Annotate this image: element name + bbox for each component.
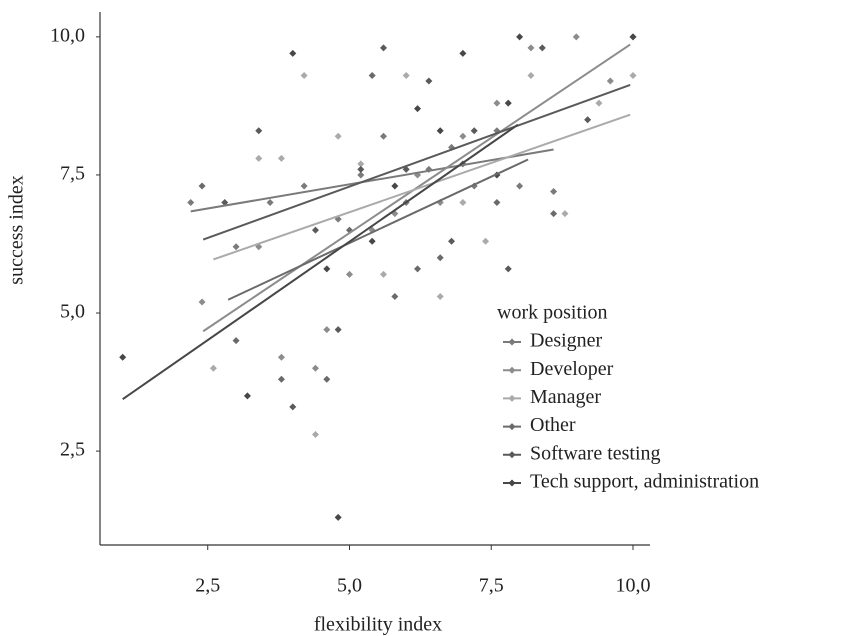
point: [527, 44, 535, 52]
point: [436, 292, 444, 300]
point: [402, 72, 410, 80]
point: [538, 44, 546, 52]
point: [232, 337, 240, 345]
point: [391, 182, 399, 190]
point: [493, 199, 501, 207]
point: [209, 364, 217, 372]
point: [380, 132, 388, 140]
x-tick-label: 5,0: [337, 575, 362, 597]
x-tick-label: 7,5: [479, 575, 504, 597]
trend-line: [190, 148, 554, 213]
point: [311, 226, 319, 234]
point: [470, 127, 478, 135]
point: [414, 265, 422, 273]
point: [391, 292, 399, 300]
point: [334, 513, 342, 521]
point: [606, 77, 614, 85]
trend-line: [122, 123, 519, 401]
point: [334, 326, 342, 334]
legend-marker: [508, 366, 516, 374]
point: [289, 403, 297, 411]
point: [380, 270, 388, 278]
legend-label: Software testing: [530, 442, 661, 464]
point: [198, 298, 206, 306]
y-axis-label: success index: [6, 175, 28, 284]
y-tick-label: 7,5: [60, 163, 85, 185]
x-tick-label: 10,0: [615, 575, 650, 597]
legend-marker: [508, 423, 516, 431]
point: [243, 392, 251, 400]
point: [459, 49, 467, 57]
legend-label: Developer: [530, 358, 614, 380]
point: [436, 254, 444, 262]
point: [334, 132, 342, 140]
point: [561, 210, 569, 218]
point: [504, 99, 512, 107]
point: [323, 326, 331, 334]
trend-line: [213, 113, 631, 261]
legend-marker: [508, 394, 516, 402]
point: [516, 33, 524, 41]
point: [629, 33, 637, 41]
point: [255, 127, 263, 135]
point: [493, 99, 501, 107]
point: [425, 77, 433, 85]
legend-label: Tech support, administration: [530, 471, 759, 493]
point: [436, 127, 444, 135]
point: [504, 265, 512, 273]
point: [459, 132, 467, 140]
point: [550, 188, 558, 196]
legend-label: Designer: [530, 330, 603, 352]
legend-marker: [508, 479, 516, 487]
point: [516, 182, 524, 190]
point: [459, 199, 467, 207]
point: [368, 72, 376, 80]
y-tick-label: 2,5: [60, 439, 85, 461]
point: [255, 154, 263, 162]
point: [198, 182, 206, 190]
point: [277, 353, 285, 361]
point: [527, 72, 535, 80]
point: [572, 33, 580, 41]
point: [255, 243, 263, 251]
x-axis-label: flexibility index: [314, 614, 442, 636]
point: [311, 364, 319, 372]
point: [277, 375, 285, 383]
trend-line: [202, 83, 631, 241]
y-tick-label: 10,0: [50, 24, 85, 46]
point: [266, 199, 274, 207]
y-tick-label: 5,0: [60, 301, 85, 323]
point: [584, 116, 592, 124]
point: [187, 199, 195, 207]
point: [345, 270, 353, 278]
trend-line: [227, 158, 529, 301]
point: [380, 44, 388, 52]
point: [357, 165, 365, 173]
legend-label: Other: [530, 414, 576, 436]
point: [595, 99, 603, 107]
point: [311, 431, 319, 439]
legend-marker: [508, 338, 516, 346]
point: [357, 171, 365, 179]
point: [550, 210, 558, 218]
point: [482, 237, 490, 245]
legend-marker: [508, 451, 516, 459]
point: [357, 160, 365, 168]
legend-label: Manager: [530, 386, 601, 408]
point: [232, 243, 240, 251]
point: [323, 265, 331, 273]
x-tick-label: 2,5: [195, 575, 220, 597]
point: [323, 375, 331, 383]
point: [300, 72, 308, 80]
point: [289, 49, 297, 57]
point: [277, 154, 285, 162]
point: [629, 72, 637, 80]
legend-title: work position: [497, 302, 608, 324]
point: [414, 105, 422, 113]
point: [448, 237, 456, 245]
point: [300, 182, 308, 190]
point: [119, 353, 127, 361]
point: [368, 237, 376, 245]
